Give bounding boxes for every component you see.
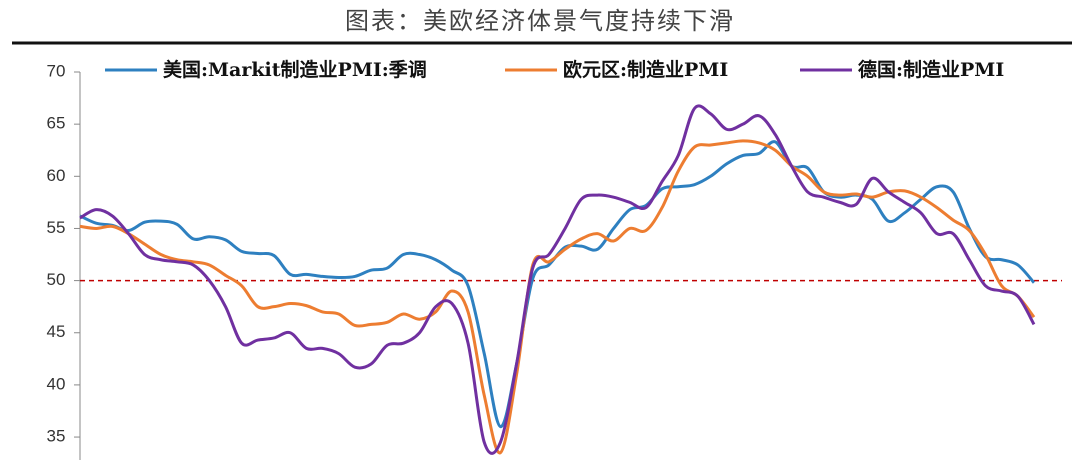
y-tick-label: 45	[47, 322, 66, 341]
series-line	[79, 139, 1036, 455]
legend-label: 美国:Markit制造业PMI:季调	[163, 58, 427, 81]
series-line	[79, 104, 1036, 455]
y-tick-label: 60	[47, 166, 66, 185]
y-tick-label: 55	[47, 218, 66, 237]
y-tick-label: 40	[47, 374, 66, 393]
series-line	[79, 140, 1036, 429]
legend-label: 德国:制造业PMI	[858, 58, 1004, 81]
chart-title: 图表：美欧经济体景气度持续下滑	[345, 7, 735, 35]
y-tick-label: 50	[47, 270, 66, 289]
y-tick-label: 35	[47, 427, 66, 446]
legend-label: 欧元区:制造业PMI	[563, 58, 728, 81]
y-tick-label: 65	[47, 114, 66, 133]
y-tick-label: 70	[47, 61, 66, 80]
